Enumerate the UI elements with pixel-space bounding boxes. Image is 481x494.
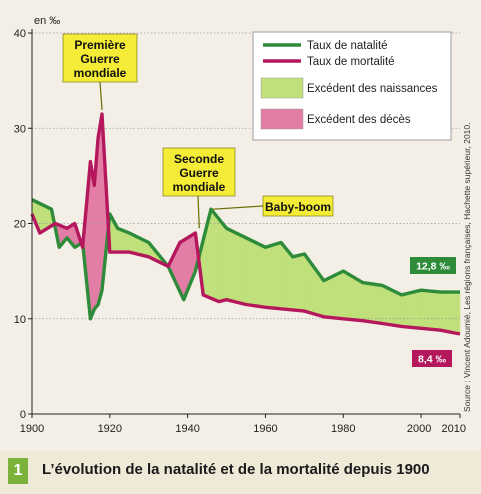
caption-bar (0, 451, 481, 494)
source-note: Source : Vincent Adoumié, Les régions fr… (462, 123, 472, 413)
ww2-callout-box (162, 147, 236, 197)
ww1-callout-text: Guerre (80, 52, 120, 66)
ww1-callout-text: mondiale (74, 66, 127, 80)
birth-excess-area (280, 241, 286, 310)
legend-label: Excédent des décès (307, 114, 411, 126)
x-tick-label: 1900 (20, 423, 44, 435)
end-value-label: 8,4 ‰ (418, 354, 447, 366)
figure-number-badge: 1 (8, 458, 28, 484)
birth-excess-area (226, 227, 247, 305)
babyboom-callout-pointer (212, 205, 264, 210)
end-value-badge (410, 257, 456, 274)
ww2-callout-text: mondiale (173, 180, 226, 194)
figure-caption: L’évolution de la natalité et de la mort… (42, 461, 430, 478)
legend-label: Excédent des naissances (307, 83, 438, 95)
x-tick-label: 1980 (331, 423, 355, 435)
legend: Taux de natalité Taux de mortalité Excéden… (252, 31, 452, 141)
ww1-callout-text: Première (74, 38, 126, 52)
ww2-callout-text: Seconde (174, 152, 224, 166)
axes: en ‰ 0 10 20 30 40 1900 1920 1940 1960 1980 2000 201… (14, 15, 466, 435)
annotations: PremièreGuerremondialeSecondeGuerremondi… (62, 33, 472, 413)
y-tick-label: 0 (20, 409, 26, 421)
y-tick-label: 30 (14, 123, 26, 135)
series-lines (30, 112, 461, 336)
legend-area-swatch (260, 108, 304, 130)
legend-label: Taux de natalité (307, 40, 388, 52)
y-unit-label: en ‰ (34, 15, 60, 27)
death-rate-line (30, 112, 461, 336)
x-tick-label: 2000 (407, 423, 431, 435)
end-value-badge (412, 350, 452, 367)
end-value-label: 12,8 ‰ (416, 261, 450, 273)
y-tick-label: 10 (14, 314, 26, 326)
birth-excess-area (440, 291, 461, 335)
ww2-callout-pointer (197, 195, 200, 229)
birth-excess-area (210, 208, 220, 303)
legend-area-swatch (260, 77, 304, 99)
x-tick-label: 2010 (442, 423, 466, 435)
birth-excess-area (245, 237, 266, 308)
ww2-callout-text: Guerre (179, 166, 219, 180)
birth-excess-area (292, 253, 305, 312)
legend-label: Taux de mortalité (307, 56, 395, 68)
chart-svg: en ‰ 0 10 20 30 40 1900 1920 1940 1960 1980 2000 201… (13, 15, 472, 435)
x-tick-label: 1920 (98, 423, 122, 435)
babyboom-callout-text: Baby-boom (265, 200, 331, 214)
ww1-callout-box (62, 33, 138, 83)
ww1-callout-pointer (99, 81, 103, 111)
birth-excess-area (265, 242, 282, 310)
birth-excess-area (362, 282, 383, 324)
y-tick-label: 20 (14, 219, 26, 231)
birth-excess-area (420, 289, 441, 331)
birth-rate-line (31, 198, 460, 321)
birth-excess-area (218, 217, 227, 302)
x-tick-label: 1940 (175, 423, 199, 435)
x-tick-label: 1960 (253, 423, 277, 435)
y-tick-label: 40 (14, 28, 26, 40)
